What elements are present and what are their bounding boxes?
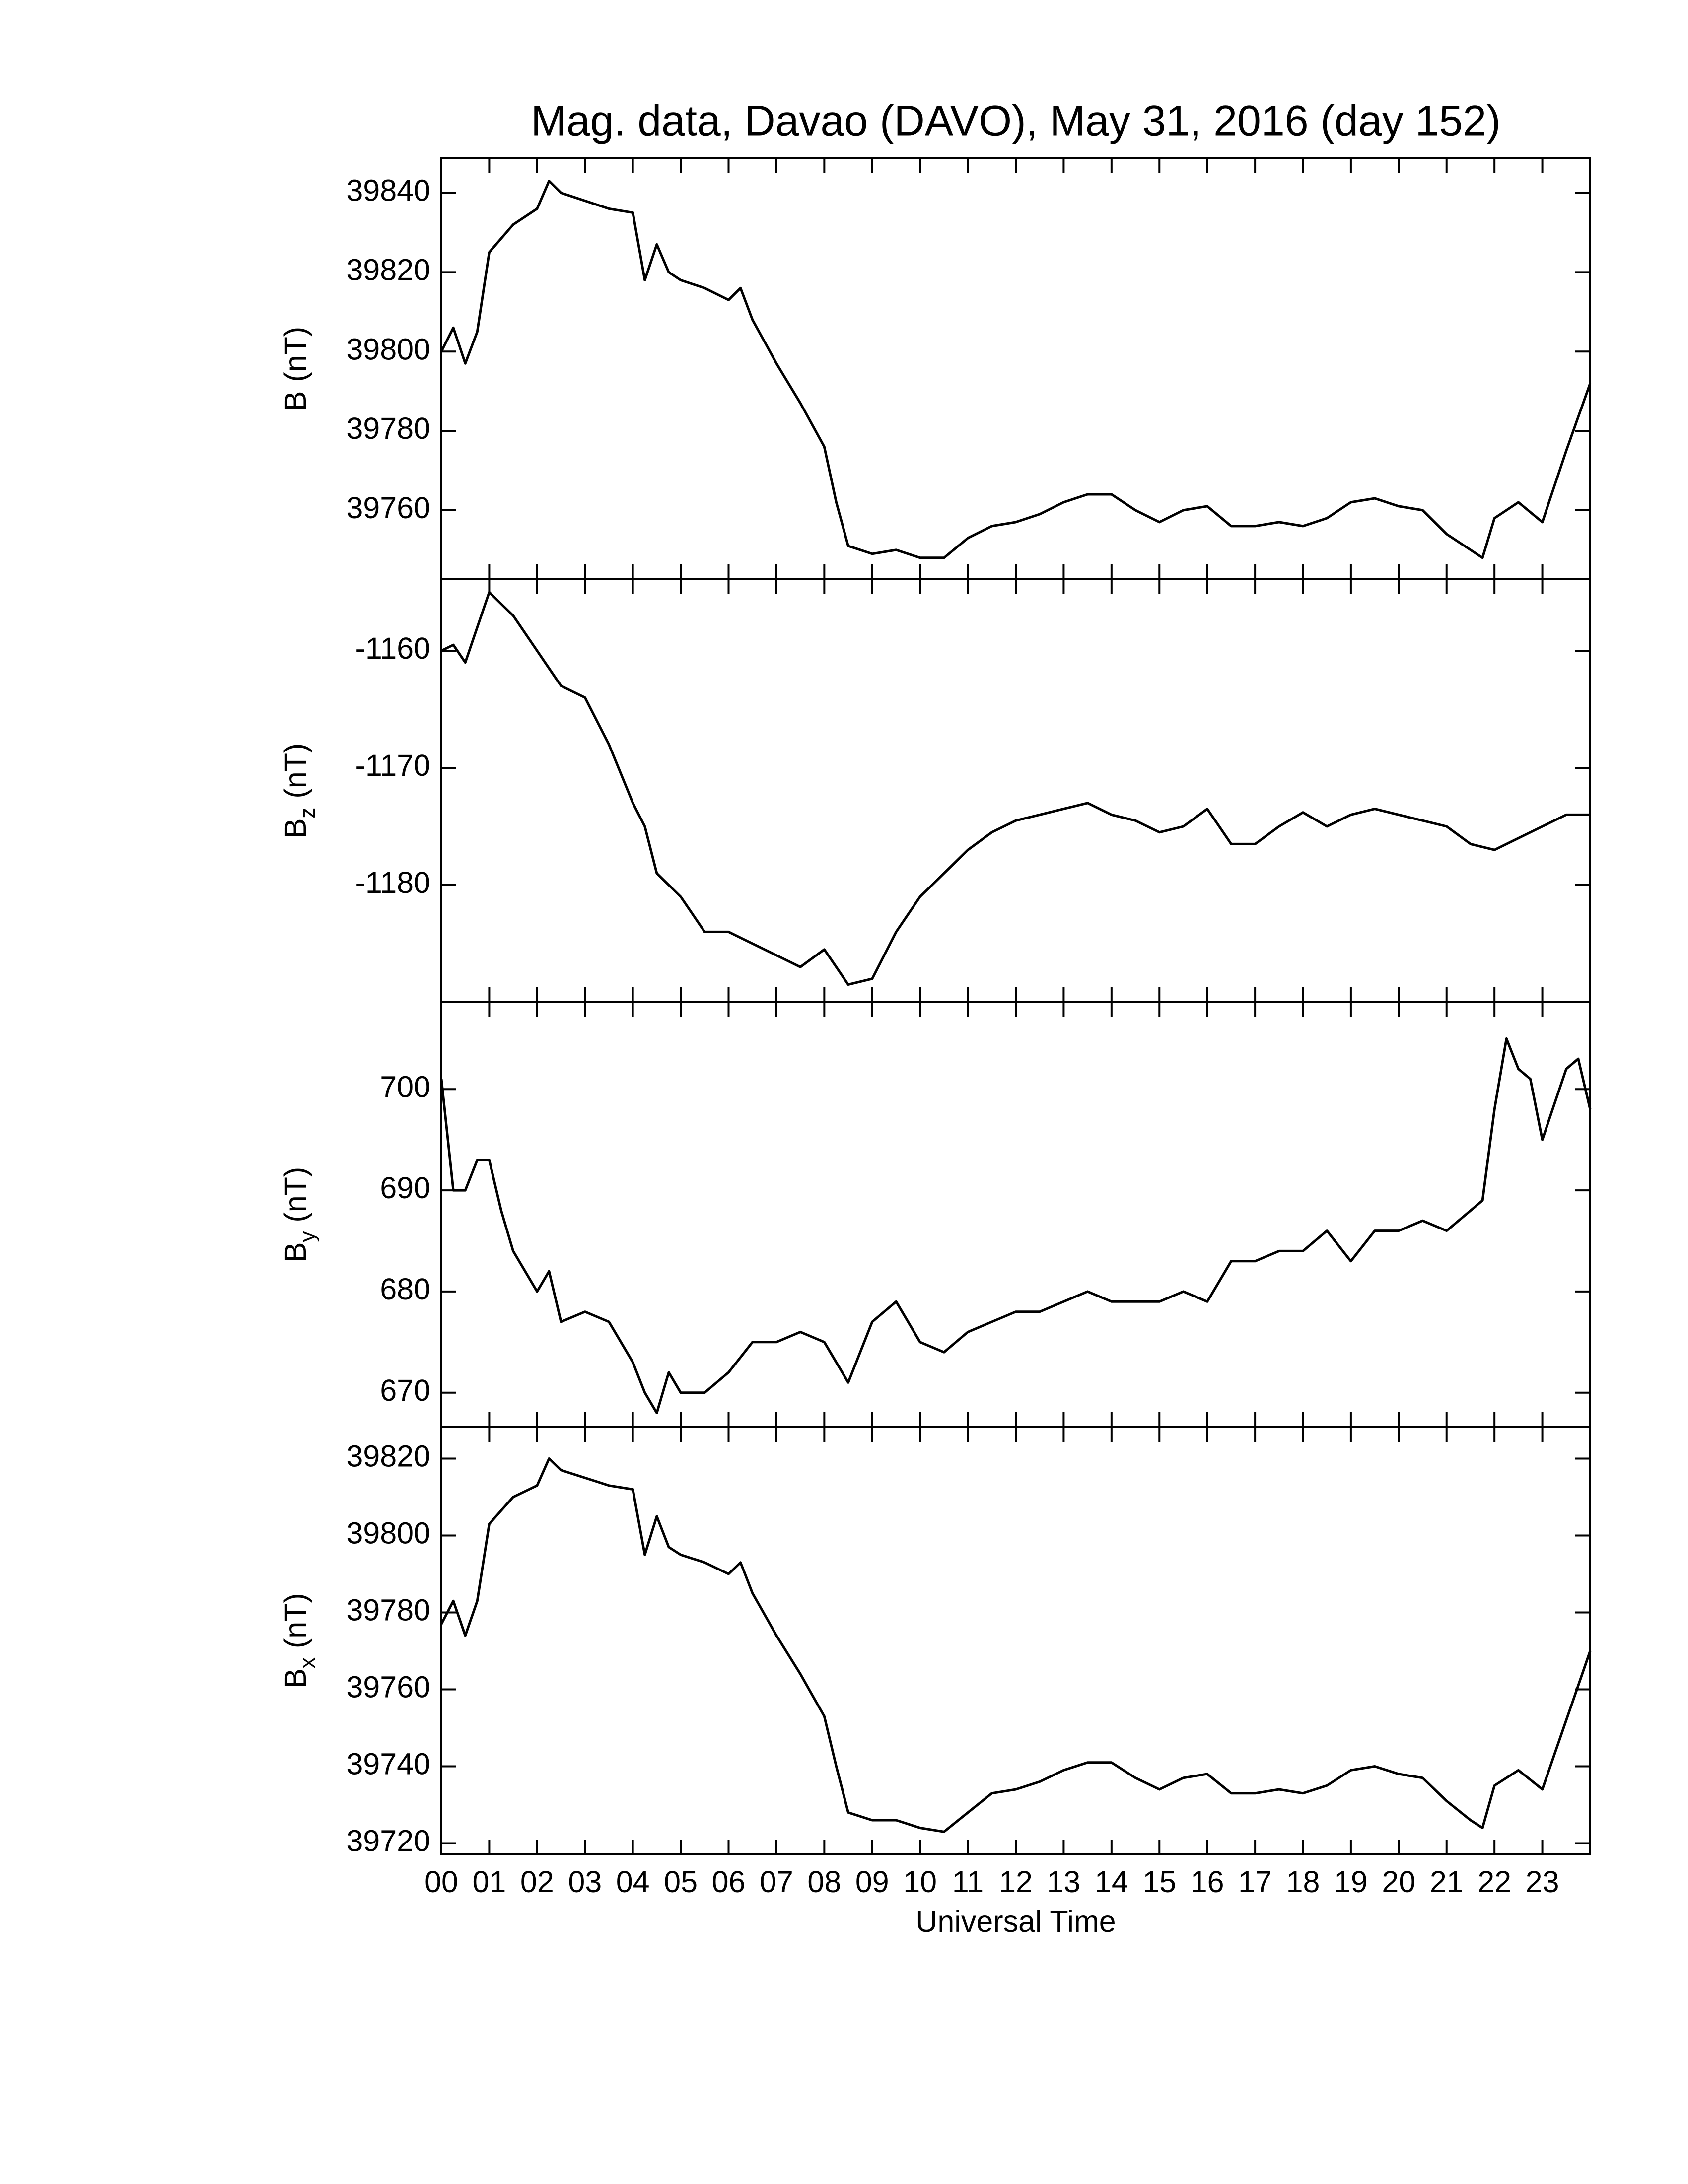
plot-frame [440,1001,1591,1428]
x-tick-label: 07 [760,1865,793,1899]
data-line [440,591,1590,986]
y-axis-label: Bz (nT) [279,743,320,839]
y-tick-label: -1170 [355,749,431,782]
y-tick-label: 39720 [346,1824,430,1858]
plot-frame [440,157,1591,580]
x-tick-label: 04 [616,1865,650,1899]
x-tick-label: 21 [1430,1865,1464,1899]
y-label-unit: (nT) [279,1593,312,1648]
x-tick-label: 09 [855,1865,889,1899]
x-tick-label: 17 [1238,1865,1272,1899]
x-tick-label: 11 [952,1865,984,1899]
x-tick-label: 08 [807,1865,841,1899]
x-tick-label: 00 [424,1865,458,1899]
y-tick-label: 39800 [346,332,430,366]
y-label-subscript: x [295,1657,320,1668]
y-tick-label: 39820 [346,1439,430,1473]
y-axis-label: B (nT) [279,327,312,411]
y-label-symbol: B [279,819,312,839]
chart-title: Mag. data, Davao (DAVO), May 31, 2016 (d… [531,97,1500,145]
x-tick-label: 23 [1526,1865,1559,1899]
y-axis-label: Bx (nT) [279,1593,320,1689]
x-tick-label: 14 [1095,1865,1128,1899]
x-tick-label: 02 [520,1865,554,1899]
x-tick-label: 06 [712,1865,746,1899]
y-tick-label: 39780 [346,411,430,445]
y-label-subscript: y [295,1231,320,1242]
data-line [440,180,1592,559]
x-tick-label: 22 [1477,1865,1511,1899]
y-tick-label: 39760 [346,491,430,525]
y-tick-label: 680 [380,1272,430,1306]
x-tick-label: 12 [999,1865,1033,1899]
x-tick-label: 18 [1286,1865,1320,1899]
y-label-unit: (nT) [279,743,312,799]
y-tick-label: 39820 [346,253,430,286]
y-tick-label: 690 [380,1171,430,1205]
plot-frame [440,578,1591,1003]
x-tick-label: 20 [1382,1865,1415,1899]
y-tick-label: 39740 [346,1747,430,1781]
x-tick-label: 16 [1191,1865,1224,1899]
y-tick-label: 39840 [346,174,430,207]
y-label-symbol: B [279,1668,312,1689]
y-label-subscript: z [295,808,320,819]
y-tick-label: 39760 [346,1670,430,1704]
x-tick-label: 01 [472,1865,506,1899]
y-tick-label: 700 [380,1070,430,1103]
y-tick-label: 39780 [346,1593,430,1627]
y-label-symbol: B [279,1242,312,1263]
y-tick-label: -1160 [355,631,431,665]
y-tick-label: 670 [380,1373,430,1407]
data-line [440,1037,1592,1414]
x-tick-label: 15 [1142,1865,1176,1899]
y-label-unit: (nT) [279,1167,312,1223]
x-tick-label: 10 [903,1865,937,1899]
x-tick-label: 19 [1334,1865,1368,1899]
y-axis-label: By (nT) [279,1167,320,1263]
x-tick-label: 03 [568,1865,602,1899]
data-line [440,1457,1592,1833]
y-label-symbol: B [279,391,312,411]
y-tick-label: -1180 [355,866,431,899]
x-tick-label: 05 [664,1865,698,1899]
x-tick-label: 13 [1047,1865,1080,1899]
x-axis-label: Universal Time [915,1905,1116,1938]
y-label-unit: (nT) [279,327,312,382]
y-tick-label: 39800 [346,1516,430,1550]
